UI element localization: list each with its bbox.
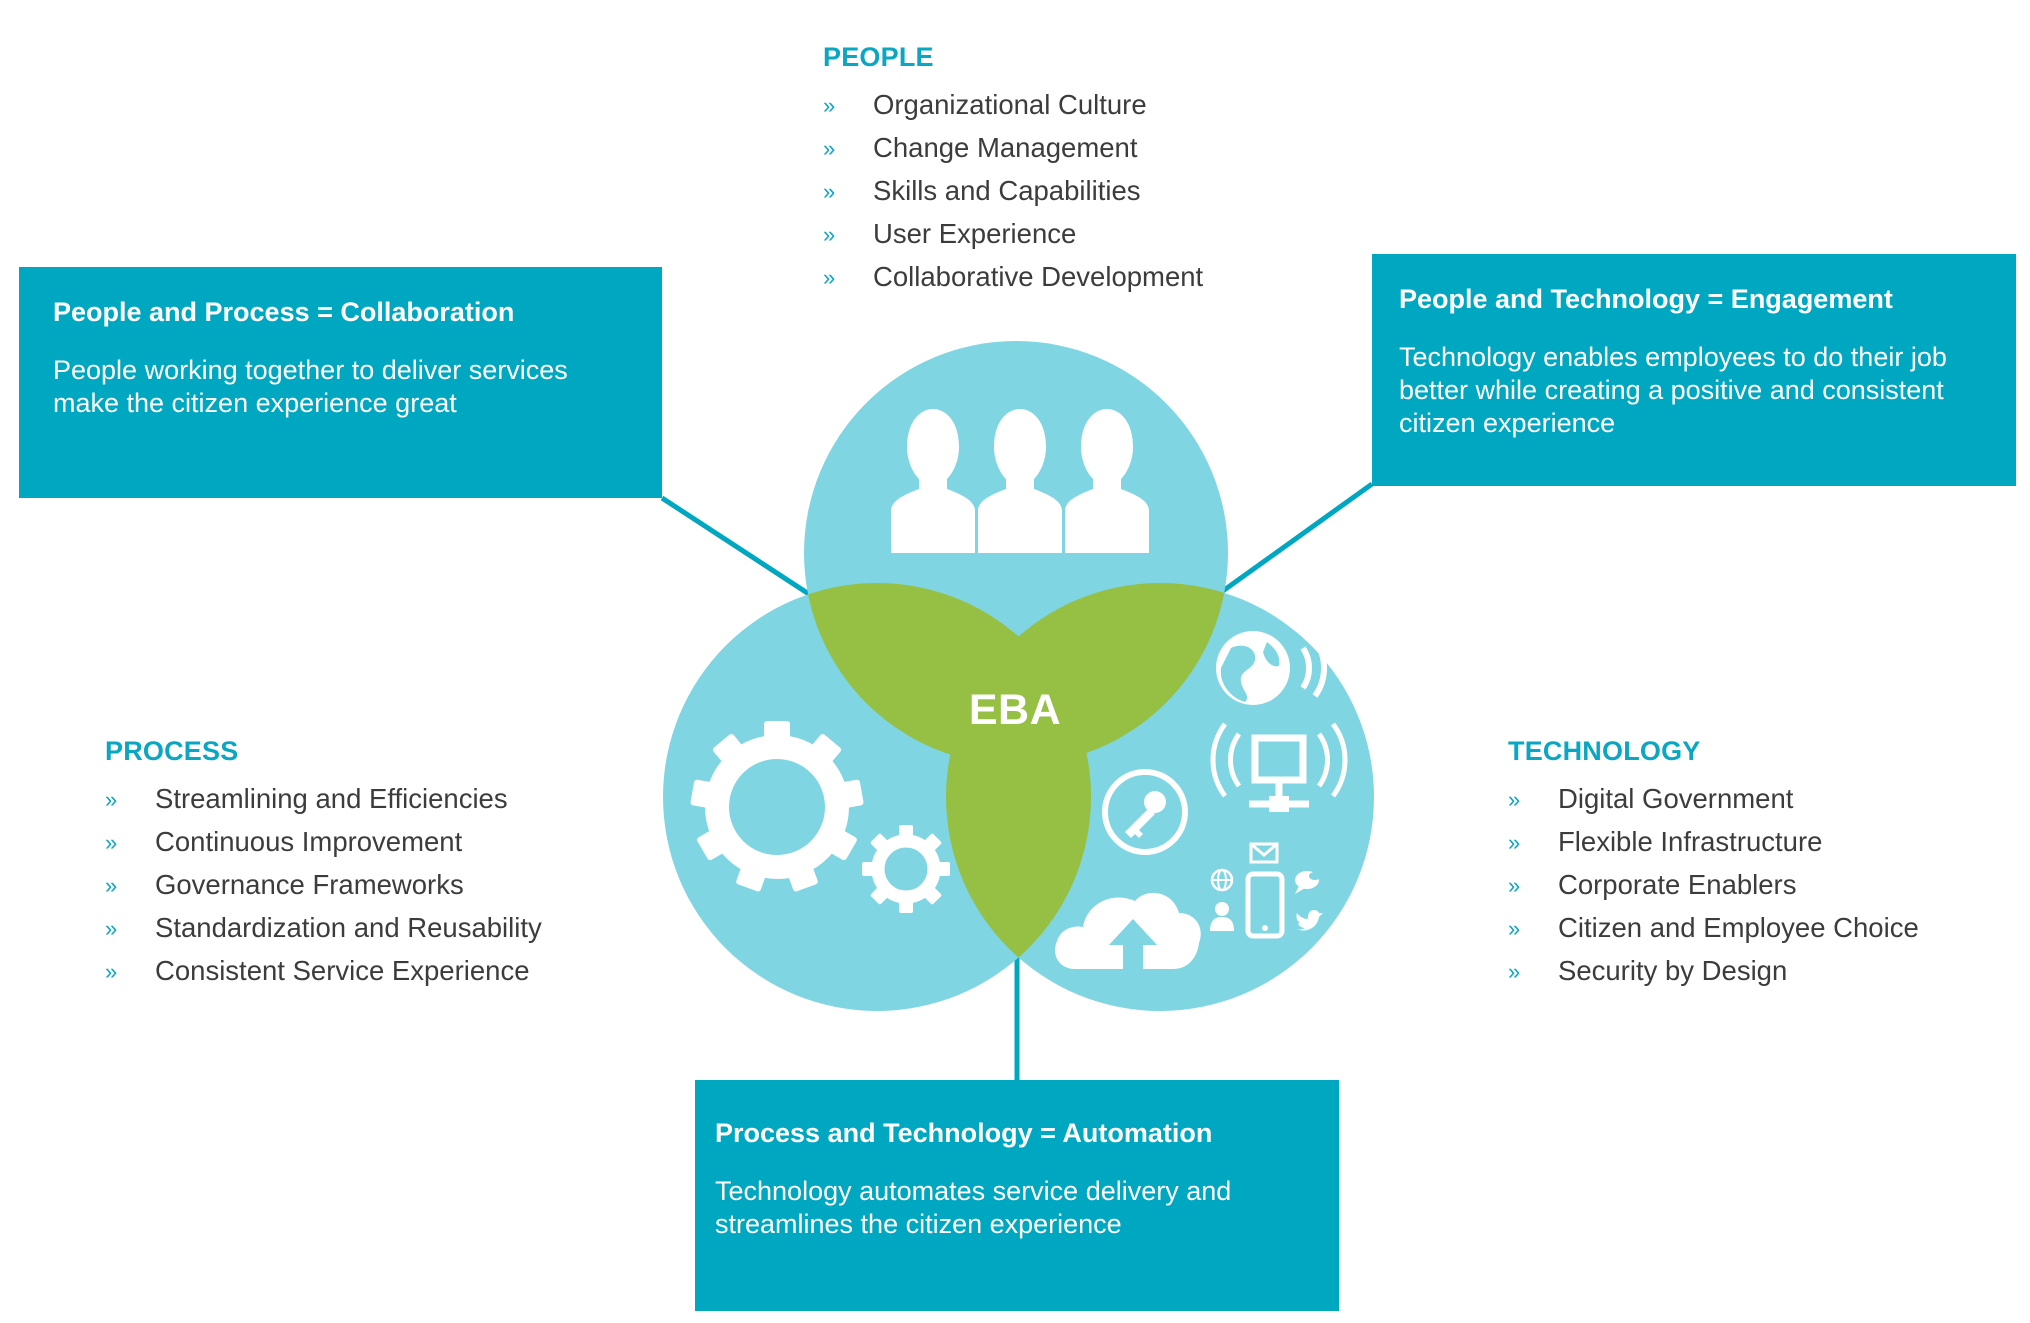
globe-icon xyxy=(1216,631,1327,705)
process-title: PROCESS xyxy=(105,736,239,766)
twitter-icon xyxy=(1296,910,1323,931)
list-item-label: Corporate Enablers xyxy=(1558,869,1797,900)
callout-collaboration: People and Process = Collaboration Peopl… xyxy=(19,267,662,498)
list-item-label: User Experience xyxy=(873,218,1077,249)
callout-body: Technology enables employees to do their… xyxy=(1399,342,1947,438)
network-icon xyxy=(1210,722,1348,812)
list-item-label: Collaborative Development xyxy=(873,261,1204,292)
list-item: » Skills and Capabilities xyxy=(823,169,1203,212)
bullet-icon: » xyxy=(1508,959,1521,984)
chat-icon xyxy=(1295,871,1321,894)
cloud-upload-icon xyxy=(1055,892,1201,969)
list-item: » Governance Frameworks xyxy=(105,863,542,906)
list-item: » Consistent Service Experience xyxy=(105,949,542,992)
callout-title: People and Technology = Engagement xyxy=(1399,284,1893,314)
list-item: » Standardization and Reusability xyxy=(105,906,542,949)
callout-body: People working together to deliver servi… xyxy=(53,355,568,418)
list-item-label: Organizational Culture xyxy=(873,89,1147,120)
globe-icon xyxy=(1210,868,1234,892)
list-item: » Organizational Culture xyxy=(823,83,1203,126)
bullet-icon: » xyxy=(823,179,836,204)
list-item: » Collaborative Development xyxy=(823,255,1203,298)
center-label: EBA xyxy=(968,686,1062,734)
person-icon xyxy=(1210,902,1234,931)
callout-title: People and Process = Collaboration xyxy=(53,297,515,327)
callout-automation: Process and Technology = Automation Tech… xyxy=(695,1080,1339,1311)
bullet-icon: » xyxy=(823,222,836,247)
gear-icon xyxy=(862,825,950,913)
process-list: » Streamlining and Efficiencies » Continuo… xyxy=(105,777,542,992)
bullet-icon: » xyxy=(105,787,118,812)
list-item-label: Digital Government xyxy=(1558,783,1794,814)
list-item-label: Skills and Capabilities xyxy=(873,175,1141,206)
list-item-label: Governance Frameworks xyxy=(155,869,464,900)
mail-icon xyxy=(1249,842,1279,864)
key-icon xyxy=(1102,769,1188,855)
list-item: » Digital Government xyxy=(1508,777,1919,820)
technology-section: TECHNOLOGY » Digital Government » Flexible… xyxy=(1508,736,1919,992)
overlap-process-technology xyxy=(946,583,1091,1011)
list-item-label: Flexible Infrastructure xyxy=(1558,826,1823,857)
bullet-icon: » xyxy=(1508,916,1521,941)
user-icon xyxy=(1065,409,1149,553)
bullet-icon: » xyxy=(105,959,118,984)
list-item-label: Standardization and Reusability xyxy=(155,912,542,943)
bullet-icon: » xyxy=(823,136,836,161)
smartphone-icon xyxy=(1245,871,1285,939)
bullet-icon: » xyxy=(105,916,118,941)
list-item-label: Security by Design xyxy=(1558,955,1788,986)
list-item: » Flexible Infrastructure xyxy=(1508,820,1919,863)
bullet-icon: » xyxy=(1508,873,1521,898)
bullet-icon: » xyxy=(1508,830,1521,855)
callout-title: Process and Technology = Automation xyxy=(715,1118,1213,1148)
list-item-label: Streamlining and Efficiencies xyxy=(155,783,508,814)
technology-list: » Digital Government » Flexible Infrastruc… xyxy=(1508,777,1919,992)
list-item: » Change Management xyxy=(823,126,1203,169)
bullet-icon: » xyxy=(823,93,836,118)
list-item: » Citizen and Employee Choice xyxy=(1508,906,1919,949)
list-item-label: Citizen and Employee Choice xyxy=(1558,912,1919,943)
callout-engagement: People and Technology = Engagement Techn… xyxy=(1372,254,2016,486)
people-title: PEOPLE xyxy=(823,42,934,72)
people-list: » Organizational Culture » Change Manageme… xyxy=(823,83,1203,298)
gear-icon xyxy=(690,721,864,892)
list-item: » Security by Design xyxy=(1508,949,1919,992)
process-section: PROCESS » Streamlining and Efficiencies »… xyxy=(105,736,542,992)
connector-collaboration xyxy=(660,495,817,601)
list-item-label: Change Management xyxy=(873,132,1138,163)
list-item: » User Experience xyxy=(823,212,1203,255)
user-icon xyxy=(891,409,975,553)
bullet-icon: » xyxy=(105,873,118,898)
user-icon xyxy=(978,409,1062,553)
callout-body: Technology automates service delivery an… xyxy=(715,1176,1232,1239)
list-item-label: Continuous Improvement xyxy=(155,826,463,857)
list-item-label: Consistent Service Experience xyxy=(155,955,530,986)
people-section: PEOPLE » Organizational Culture » Change M… xyxy=(823,42,1203,298)
bullet-icon: » xyxy=(1508,787,1521,812)
list-item: » Streamlining and Efficiencies xyxy=(105,777,542,820)
list-item: » Corporate Enablers xyxy=(1508,863,1919,906)
connector-engagement xyxy=(1218,481,1374,596)
bullet-icon: » xyxy=(105,830,118,855)
technology-title: TECHNOLOGY xyxy=(1508,736,1701,766)
list-item: » Continuous Improvement xyxy=(105,820,542,863)
bullet-icon: » xyxy=(823,265,836,290)
